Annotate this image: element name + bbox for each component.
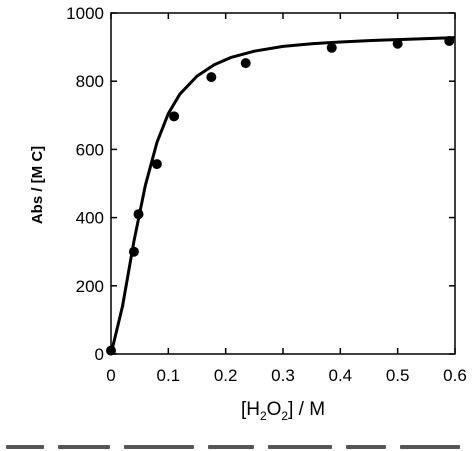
x-tick-label: 0.2 xyxy=(214,366,238,385)
x-tick-label: 0.5 xyxy=(386,366,410,385)
fit-curve xyxy=(109,36,456,355)
plot-frame xyxy=(110,12,456,355)
y-tick-label: 800 xyxy=(76,72,104,91)
data-point xyxy=(444,35,455,46)
x-tick-label: 0.1 xyxy=(157,366,181,385)
data-point xyxy=(392,38,403,49)
data-point xyxy=(106,345,116,356)
y-axis-label: Abs / [M C] xyxy=(29,146,46,224)
cropped-caption-remnant xyxy=(0,444,474,451)
y-tick-label: 0 xyxy=(95,345,104,364)
data-point xyxy=(326,42,337,53)
x-axis-label: [H2O2] / M xyxy=(241,399,325,423)
fit-line xyxy=(109,36,456,355)
x-axis-ticks: 0 0.1 0.2 0.3 0.4 0.5 0.6 xyxy=(106,13,467,385)
x-tick-label: 0.6 xyxy=(443,366,467,385)
data-point xyxy=(169,111,180,122)
data-point xyxy=(151,159,162,170)
x-tick-label: 0.3 xyxy=(271,366,295,385)
data-point xyxy=(133,209,144,220)
y-tick-label: 1000 xyxy=(66,4,104,23)
data-point xyxy=(240,58,251,69)
y-tick-label: 400 xyxy=(76,209,104,228)
data-point xyxy=(206,72,217,83)
x-tick-label: 0.4 xyxy=(329,366,353,385)
x-tick-label: 0 xyxy=(106,366,115,385)
data-points xyxy=(106,35,455,356)
data-point xyxy=(128,246,139,257)
y-axis-ticks: 0 200 400 600 800 1000 xyxy=(66,4,455,364)
y-tick-label: 600 xyxy=(76,140,104,159)
y-tick-label: 200 xyxy=(76,277,104,296)
